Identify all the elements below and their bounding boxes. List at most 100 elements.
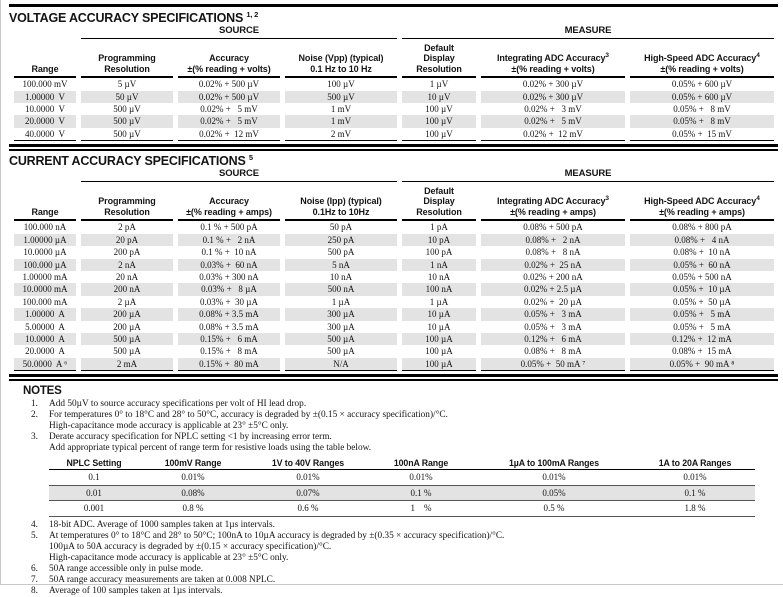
table-row: 0.1 0.01% 0.01% 0.01% 0.01% 0.01%	[49, 469, 755, 486]
note-item: 6. 50A range accessible only in pulse mod…	[31, 564, 778, 575]
high-speed-header-text: High-Speed ADC Accuracy	[644, 196, 757, 207]
table-row: 1.00000 A 200 µA 0.08% + 3.5 mA 300 µA 10 µA…	[14, 308, 775, 321]
range-cell: 1.00000 mA	[22, 271, 68, 282]
100mv-range-cell: 0.8 %	[139, 500, 247, 517]
col-header-range: Range	[14, 39, 76, 79]
range-cell: 1.00000 µA	[14, 233, 76, 247]
range-cell: 20.0000 A	[25, 346, 65, 357]
100mv-range-cell: 0.01%	[139, 469, 247, 486]
programming-resolution-cell: 20 nA	[115, 271, 139, 282]
range-cell: 100.000 µA	[14, 258, 76, 271]
programming-resolution-cell: 50 µV	[81, 90, 173, 103]
noise-cell: 10 nA	[329, 271, 353, 282]
notes-list-upper: 1. Add 50µV to source accuracy specificat…	[9, 399, 778, 454]
integrating-adc-accuracy-cell: 0.02% + 2.5 µA	[481, 283, 625, 296]
high-speed-adc-accuracy-cell: 0.05% + 10 µA	[630, 283, 775, 296]
accuracy-cell: 0.1 % + 500 pA	[200, 222, 258, 233]
programming-resolution-cell: 500 µV	[81, 115, 173, 128]
100na-range-cell: 0.1 %	[369, 485, 473, 502]
accuracy-cell: 0.02% + 12 mV	[178, 128, 280, 142]
100na-range-cell: 1 %	[369, 500, 473, 517]
high-speed-adc-accuracy-cell: 0.08% + 10 nA	[673, 247, 731, 258]
noise-cell: 100 µV	[327, 79, 355, 90]
programming-resolution-cell: 2 pA	[118, 222, 136, 233]
noise-cell: 300 µA	[327, 321, 355, 332]
integrating-adc-accuracy-cell: 0.02% + 25 nA	[481, 258, 625, 271]
programming-resolution-cell: 20 pA	[81, 233, 173, 247]
accuracy-cell: 0.1 % + 2 nA	[178, 233, 280, 247]
col-header-accuracy: Accuracy ±(% reading + amps)	[178, 182, 280, 222]
col-header-accuracy: Accuracy ±(% reading + volts)	[178, 39, 280, 79]
table-row: 100.000 mA 2 µA 0.03% + 30 µA 1 µA 1 µA 0.02%…	[14, 296, 774, 308]
voltage-column-header-row: Range Programming Resolution Accuracy ±(…	[14, 39, 775, 79]
noise-cell: 300 µA	[285, 308, 397, 321]
integrating-adc-accuracy-cell: 0.12% + 6 mA	[481, 333, 625, 346]
high-speed-adc-accuracy-cell: 0.05% + 8 mV	[630, 115, 775, 128]
1a-20a-ranges-cell: 0.01%	[635, 469, 755, 486]
note-number: 5.	[31, 530, 38, 541]
integrating-adc-accuracy-cell: 0.05% + 50 mA ⁷	[481, 357, 625, 372]
accuracy-cell: 0.15% + 80 mA	[178, 357, 280, 372]
accuracy-cell: 0.03% + 300 nA	[199, 271, 259, 282]
note-item: 8. Average of 100 samples taken at 1µs in…	[31, 586, 778, 597]
note-number: 3.	[31, 432, 38, 443]
table-row: 0.001 0.8 % 0.6 % 1 % 0.5 % 1.8 %	[49, 500, 755, 517]
accuracy-cell: 0.03% + 60 nA	[178, 258, 280, 271]
1ua-100ma-ranges-cell: 0.01%	[473, 469, 635, 486]
display-resolution-cell: 1 µV	[429, 79, 449, 90]
display-resolution-cell: 10 µA	[402, 308, 476, 321]
top-divider-rule	[9, 4, 778, 7]
voltage-title-footnote-refs: 1, 2	[246, 10, 259, 19]
col-header-programming-resolution: Programming Resolution	[81, 39, 173, 79]
table-row: 1.00000 V 50 µV 0.02% + 500 µV 500 µV 10 µV 0…	[14, 90, 775, 103]
current-table-body: 100.000 nA 2 pA 0.1 % + 500 pA 50 pA 1 pA 0.0…	[14, 221, 775, 372]
table-row: 40.0000 V 500 µV 0.02% + 12 mV 2 mV 100 µV 0.…	[14, 128, 775, 142]
note-number: 1.	[31, 399, 38, 410]
col-header-100na-range: 100nA Range	[369, 457, 473, 471]
integrating-adc-accuracy-cell: 0.02% + 12 mV	[481, 128, 625, 142]
high-speed-footnote-ref: 4	[756, 52, 760, 60]
integrating-header-subtext: ±(% reading + volts)	[511, 63, 595, 74]
100na-range-cell: 0.01%	[369, 469, 473, 486]
voltage-title-text: VOLTAGE ACCURACY SPECIFICATIONS	[9, 11, 244, 26]
integrating-adc-accuracy-cell: 0.02% + 200 nA	[523, 271, 583, 282]
range-cell: 100.000 nA	[23, 222, 67, 233]
display-resolution-cell: 1 nA	[402, 258, 476, 271]
high-speed-adc-accuracy-cell: 0.05% + 600 µV	[630, 90, 775, 103]
col-header-high-speed-adc-accuracy: High-Speed ADC Accuracy4 ±(% reading + am…	[630, 182, 775, 222]
note-text: Add 50µV to source accuracy specificatio…	[49, 399, 307, 410]
1a-20a-ranges-cell: 0.1 %	[635, 485, 755, 502]
range-cell: 5.00000 A	[25, 321, 65, 332]
programming-resolution-cell: 2 µA	[117, 296, 137, 307]
integrating-header-text: Integrating ADC Accuracy	[496, 53, 606, 64]
high-speed-adc-accuracy-cell: 0.08% + 800 pA	[672, 222, 732, 233]
current-spec-table: SOURCE MEASURE Range Programming Resolut…	[9, 169, 779, 372]
high-speed-adc-accuracy-cell: 0.05% + 8 mV	[673, 103, 731, 114]
range-cell: 10.0000 A	[14, 333, 76, 346]
integrating-adc-accuracy-cell: 0.02% + 300 µV	[522, 79, 584, 90]
col-header-programming-resolution: Programming Resolution	[81, 182, 173, 222]
note-item: 4. 18-bit ADC. Average of 1000 samples ta…	[31, 520, 778, 531]
noise-cell: 500 µA	[327, 346, 355, 357]
table-row: 1.00000 µA 20 pA 0.1 % + 2 nA 250 pA 10 pA 0.…	[14, 233, 775, 247]
table-row: 10.0000 µA 200 pA 0.1 % + 10 nA 500 pA 100 p…	[14, 246, 774, 258]
display-resolution-cell: 100 µV	[425, 103, 453, 114]
accuracy-cell: 0.1 % + 10 nA	[201, 247, 257, 258]
1ua-100ma-ranges-cell: 0.5 %	[473, 500, 635, 517]
nplc-derating-table: NPLC Setting 100mV Range 1V to 40V Range…	[49, 457, 755, 517]
programming-resolution-cell: 200 nA	[81, 283, 173, 296]
high-speed-adc-accuracy-cell: 0.05% + 5 mA	[630, 308, 775, 321]
range-cell: 50.0000 A ⁶	[14, 357, 76, 372]
note-number: 6.	[31, 563, 38, 574]
integrating-adc-accuracy-cell: 0.05% + 3 mA	[524, 321, 582, 332]
display-resolution-cell: 100 nA	[402, 283, 476, 296]
1v-40v-ranges-cell: 0.07%	[247, 485, 369, 502]
table-row: 10.0000 A 500 µA 0.15% + 6 mA 500 µA 100 µA 0…	[14, 333, 775, 346]
nplc-setting-cell: 0.01	[49, 485, 139, 502]
programming-resolution-cell: 500 µV	[81, 128, 173, 142]
integrating-adc-accuracy-cell: 0.02% + 20 µA	[523, 296, 582, 307]
note-text: At temperatures 0° to 18°C and 28° to 50…	[49, 530, 505, 563]
note-number: 7.	[31, 574, 38, 585]
high-speed-adc-accuracy-cell: 0.12% + 12 mA	[630, 333, 775, 346]
spacer-cell	[14, 169, 76, 182]
